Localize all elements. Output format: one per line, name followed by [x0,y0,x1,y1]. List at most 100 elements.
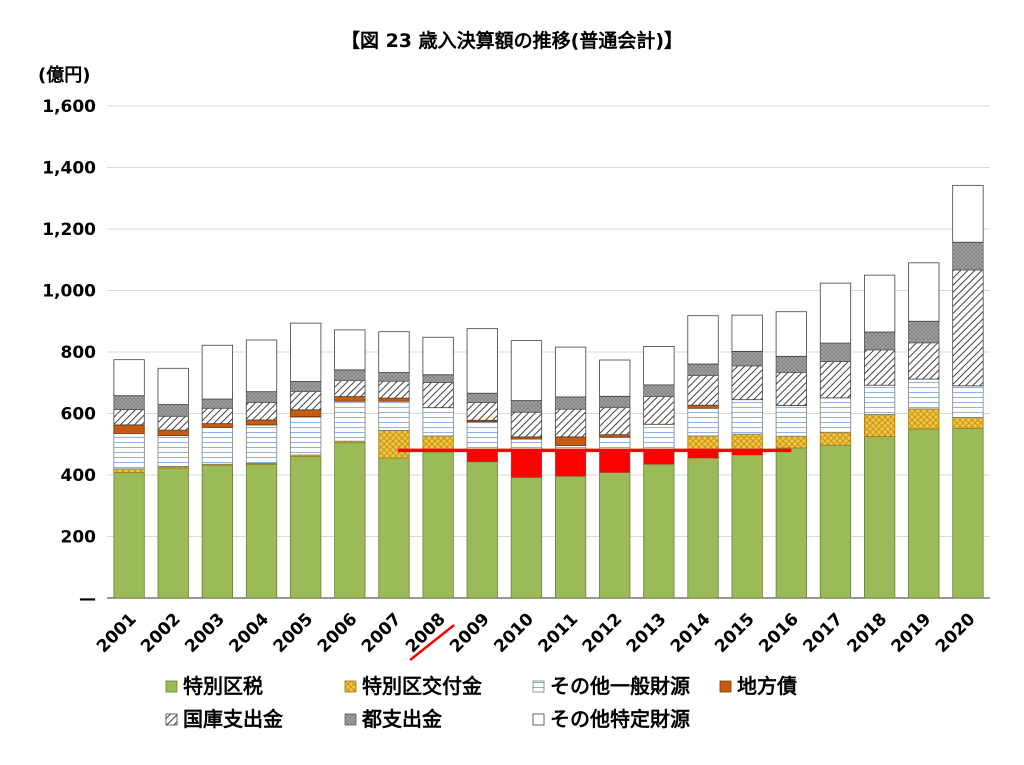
x-tick-label: 2016 [755,609,803,657]
legend-label: 特別区交付金 [362,674,483,698]
y-tick-label: — [79,589,96,609]
bar-segment [422,382,454,409]
deficit-bar [687,450,719,459]
bar-segment [157,467,189,599]
legend-swatch [532,680,545,693]
bar-segment [157,435,189,467]
x-tick-label: 2001 [93,609,141,657]
legend-label: その他一般財源 [550,674,690,698]
y-tick-label: 1,000 [42,282,96,302]
bar-segment [157,404,189,417]
bar-segment [952,269,984,387]
bar-segment [422,374,454,383]
bar-segment [113,468,145,473]
bar-segment [863,384,896,415]
bar-segment [687,374,719,406]
bar-segment [245,424,278,464]
bar-segment [775,405,807,437]
bar-segment [687,315,719,365]
deficit-bar [467,450,498,462]
bar-segment [554,436,587,446]
y-tick-label: 1,600 [42,97,96,117]
legend-swatch [165,680,178,693]
bar-segment [687,407,719,437]
bar-segment [290,409,322,417]
bar-segment [201,464,234,599]
legend-swatch [532,713,545,726]
x-tick-label: 2015 [711,609,759,657]
bar-segment [378,372,410,382]
bar-segment [775,355,807,374]
bar-segment [731,350,763,367]
legend-label: 都支出金 [361,707,443,731]
deficit-overlay [397,448,792,478]
y-tick-label: 400 [61,466,97,486]
bar-segment [775,311,807,357]
bar-segment [908,408,940,430]
bar-segment [466,392,498,403]
bar-segment [290,416,322,456]
bar-segment [334,396,366,402]
bar-segment [908,378,940,410]
bar-segment [334,400,366,442]
chart-title: 【図 23 歳入決算額の推移(普通会計)】 [341,29,683,52]
y-tick-labels: — 200 400 600 800 1,000 1,200 1,400 1,600 [42,97,96,609]
bar-segment [510,411,543,438]
bar-segment [687,363,719,376]
y-tick-label: 600 [61,405,97,425]
x-tick-label: 2020 [932,609,980,657]
bar-segment [157,367,189,405]
bar-segment [554,346,587,398]
bar-segment [290,381,322,392]
bar-segment [378,331,410,374]
x-tick-label: 2002 [137,609,185,657]
y-tick-label: 200 [61,528,97,548]
bar-segment [819,431,852,446]
bar-segment [113,359,145,397]
bar-segment [775,435,807,449]
bar-segment [643,384,675,397]
bar-segment [201,426,234,465]
x-tick-label: 2011 [535,609,583,657]
bar-segment [466,402,498,421]
legend-label: 地方債 [737,674,797,698]
bar-segment [245,391,278,403]
bar-segment [201,344,234,400]
bar-segment [643,396,675,425]
bar-segment [113,409,145,426]
x-tick-label: 2010 [490,609,538,657]
bar-segment [599,407,631,436]
bar-segment [819,397,852,433]
bar-segment [819,444,852,599]
y-axis-unit: (億円) [38,64,90,86]
bar-segment [113,433,145,470]
x-tick-label: 2004 [225,609,273,657]
bar-stacks [113,184,984,599]
bar-segment [201,407,234,425]
bar-segment [643,346,675,386]
bar-segment [908,428,940,599]
bar-segment [554,475,587,599]
legend-label: 特別区税 [183,674,263,698]
bar-segment [510,400,543,413]
bar-segment [908,342,940,380]
bar-segment [863,436,896,599]
bar-segment [775,372,807,406]
bar-segment [643,463,675,599]
x-tick-label: 2006 [314,609,362,657]
x-tick-label: 2009 [446,609,494,657]
bar-segment [378,430,410,459]
bar-segment [599,395,631,409]
bar-segment [952,385,984,418]
bar-segment [863,331,896,351]
strike-mark [409,624,455,661]
deficit-bar [555,450,586,477]
bar-segment [113,395,145,410]
bar-segment [466,461,498,599]
bar-segment [952,417,984,429]
deficit-bar [511,450,542,478]
bar-segment [819,361,852,399]
x-tick-label: 2007 [358,609,406,657]
bar-segment [422,451,454,599]
